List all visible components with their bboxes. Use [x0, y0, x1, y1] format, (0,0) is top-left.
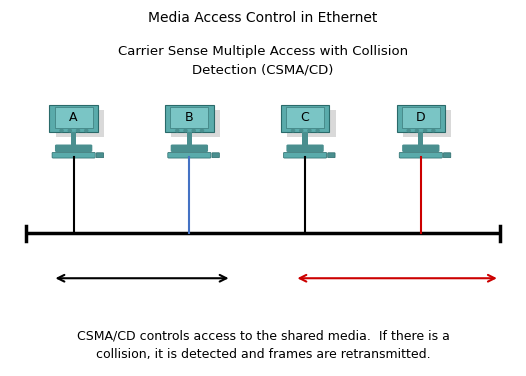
Bar — [286, 107, 324, 128]
Circle shape — [200, 129, 204, 132]
Text: D: D — [416, 111, 426, 124]
Circle shape — [68, 129, 72, 132]
Text: Media Access Control in Ethernet: Media Access Control in Ethernet — [148, 11, 378, 25]
Bar — [170, 107, 208, 128]
Bar — [302, 132, 308, 146]
Circle shape — [85, 129, 88, 132]
Circle shape — [432, 129, 435, 132]
Bar — [418, 132, 423, 146]
Circle shape — [291, 129, 295, 132]
Circle shape — [184, 129, 187, 132]
Circle shape — [192, 129, 195, 132]
Circle shape — [316, 129, 319, 132]
FancyBboxPatch shape — [212, 153, 219, 158]
Bar — [71, 132, 76, 146]
Circle shape — [76, 129, 79, 132]
Bar — [49, 105, 98, 132]
FancyBboxPatch shape — [443, 153, 451, 158]
Text: Carrier Sense Multiple Access with Collision
Detection (CSMA/CD): Carrier Sense Multiple Access with Colli… — [118, 45, 408, 76]
Text: A: A — [69, 111, 78, 124]
Circle shape — [300, 129, 303, 132]
FancyBboxPatch shape — [55, 144, 93, 152]
FancyBboxPatch shape — [328, 153, 335, 158]
Bar — [165, 105, 214, 132]
Circle shape — [308, 129, 311, 132]
Bar — [171, 110, 220, 137]
FancyBboxPatch shape — [52, 152, 95, 158]
Text: B: B — [185, 111, 194, 124]
Text: C: C — [301, 111, 309, 124]
Circle shape — [176, 129, 179, 132]
FancyBboxPatch shape — [168, 152, 211, 158]
Bar — [281, 105, 329, 132]
Bar — [287, 110, 336, 137]
Bar — [397, 105, 445, 132]
Circle shape — [60, 129, 63, 132]
Text: CSMA/CD controls access to the shared media.  If there is a
collision, it is det: CSMA/CD controls access to the shared me… — [77, 330, 449, 361]
FancyBboxPatch shape — [399, 152, 442, 158]
Circle shape — [416, 129, 419, 132]
Bar — [403, 110, 451, 137]
FancyBboxPatch shape — [402, 144, 440, 152]
Bar — [55, 107, 93, 128]
FancyBboxPatch shape — [96, 153, 104, 158]
FancyBboxPatch shape — [286, 144, 323, 152]
FancyBboxPatch shape — [170, 144, 208, 152]
Bar — [56, 110, 104, 137]
Bar — [402, 107, 440, 128]
FancyBboxPatch shape — [284, 152, 327, 158]
Circle shape — [407, 129, 410, 132]
Circle shape — [423, 129, 427, 132]
Bar — [187, 132, 192, 146]
